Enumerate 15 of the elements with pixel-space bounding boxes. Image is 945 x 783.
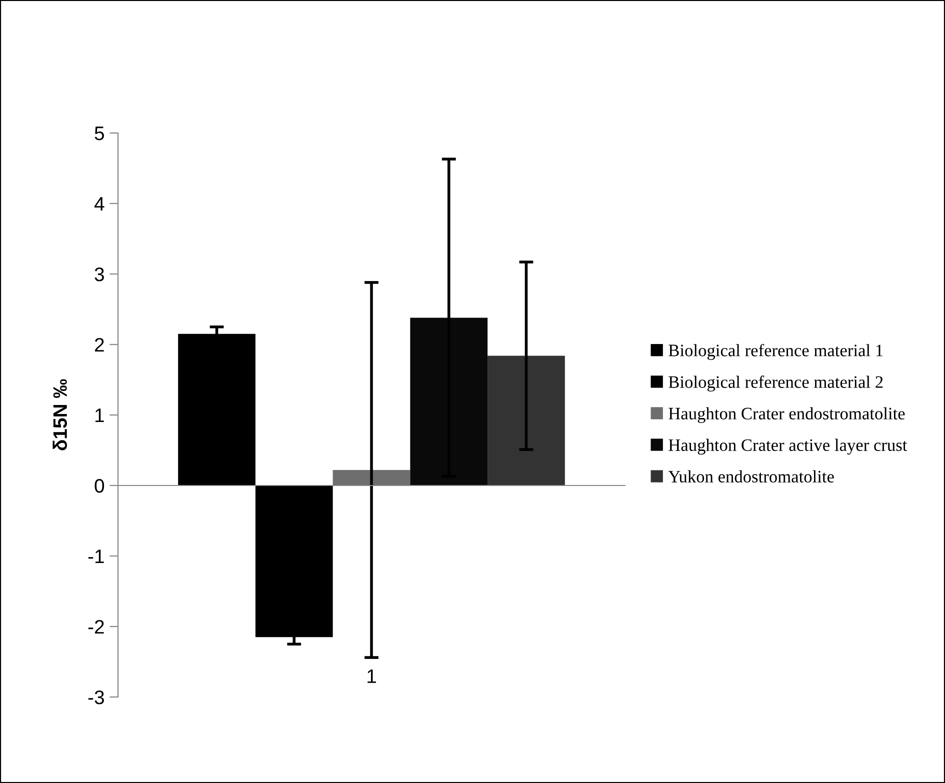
y-tick-label: 5 [94, 126, 104, 140]
legend-label: Biological reference material 1 [668, 344, 883, 360]
legend-label: Haughton Crater endostromatolite [668, 407, 905, 424]
y-axis-title: δ15N ‰ [52, 379, 68, 450]
y-tick-label: 3 [94, 267, 104, 282]
y-tick-label: -3 [88, 690, 104, 704]
y-tick-label: -1 [88, 550, 104, 564]
y-tick-label: 0 [94, 478, 104, 493]
y-tick-label: 2 [94, 338, 104, 352]
y-tick-label: 4 [94, 197, 104, 211]
y-tick-label: 1 [95, 408, 104, 422]
legend-label: Yukon endostromatolite [668, 470, 834, 483]
legend-label: Haughton Crater active layer crust [668, 438, 908, 455]
legend-label: Biological reference material 2 [668, 376, 883, 392]
y-tick-label: -2 [88, 620, 104, 634]
